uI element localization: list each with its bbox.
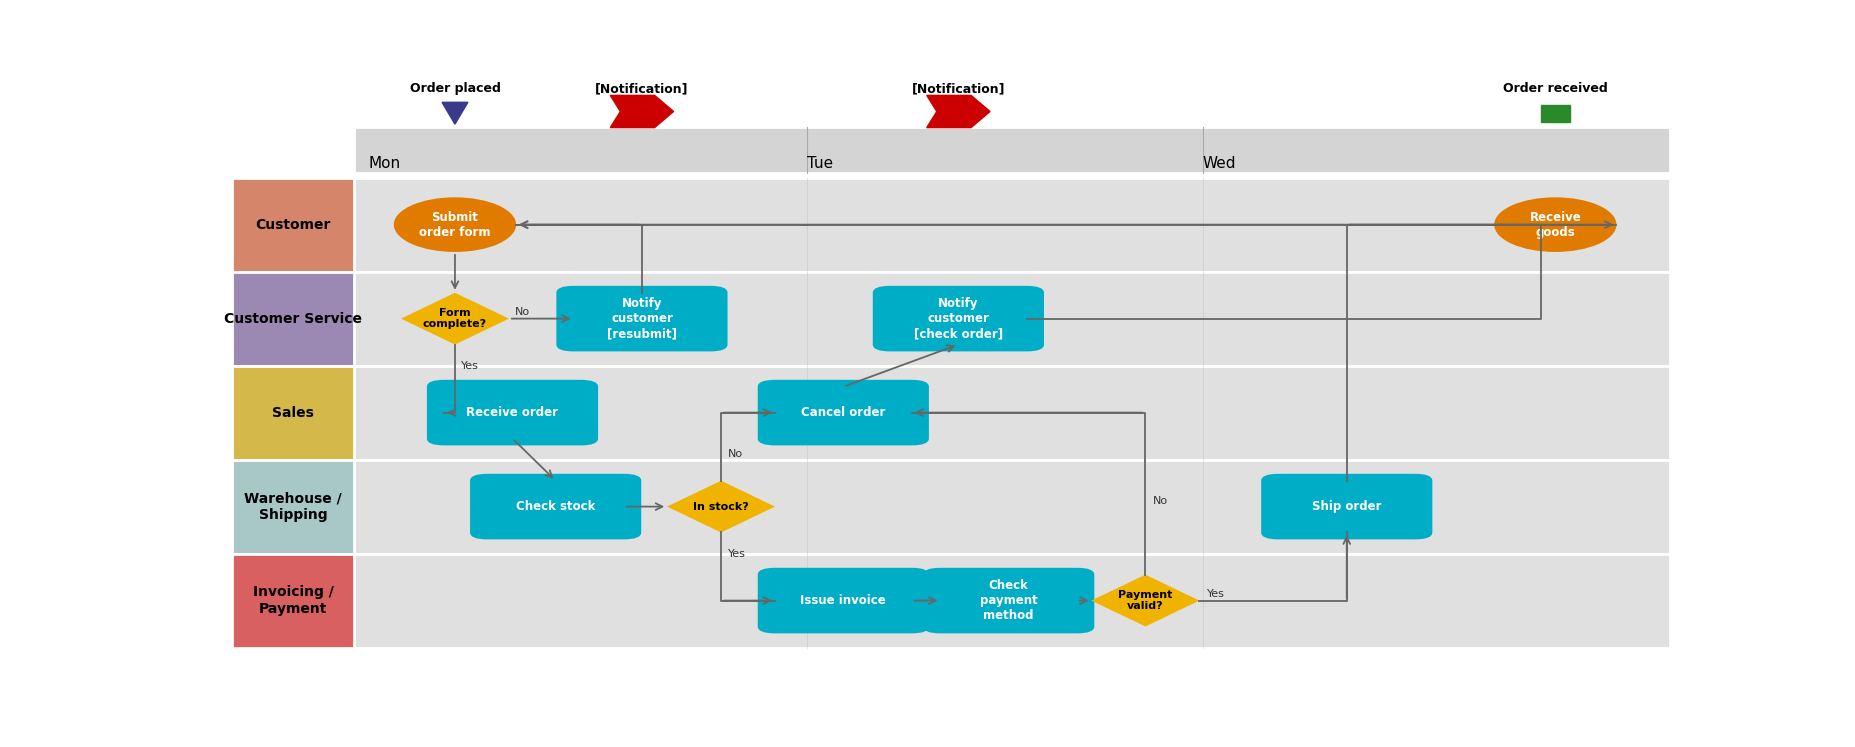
Text: [Notification]: [Notification] [595, 82, 688, 96]
Text: Issue invoice: Issue invoice [800, 594, 885, 607]
Text: Customer: Customer [256, 217, 330, 232]
Text: Yes: Yes [1206, 589, 1224, 598]
Polygon shape [610, 96, 673, 128]
Text: Check stock: Check stock [516, 500, 595, 513]
Text: Yes: Yes [727, 548, 746, 559]
Polygon shape [1091, 574, 1198, 627]
Ellipse shape [1493, 197, 1616, 252]
Text: Payment
valid?: Payment valid? [1117, 590, 1172, 611]
Polygon shape [926, 96, 989, 128]
FancyBboxPatch shape [757, 568, 928, 633]
FancyBboxPatch shape [232, 178, 354, 272]
FancyBboxPatch shape [354, 272, 1670, 365]
Text: Sales: Sales [273, 406, 313, 420]
Text: No: No [514, 307, 529, 317]
Text: Notify
customer
[resubmit]: Notify customer [resubmit] [607, 297, 677, 340]
Polygon shape [666, 481, 775, 533]
FancyBboxPatch shape [232, 554, 354, 648]
FancyBboxPatch shape [427, 379, 597, 445]
Text: Tue: Tue [807, 155, 833, 171]
Text: Form
complete?: Form complete? [423, 308, 486, 329]
Text: Receive order: Receive order [466, 406, 558, 419]
Text: Check
payment
method: Check payment method [979, 579, 1037, 622]
Text: No: No [727, 449, 744, 459]
FancyBboxPatch shape [556, 286, 727, 351]
Text: Ship order: Ship order [1311, 500, 1380, 513]
FancyBboxPatch shape [232, 365, 354, 459]
FancyBboxPatch shape [232, 459, 354, 554]
Text: Notify
customer
[check order]: Notify customer [check order] [913, 297, 1002, 340]
FancyBboxPatch shape [232, 272, 354, 365]
Text: Order received: Order received [1503, 82, 1606, 96]
Text: Yes: Yes [460, 361, 479, 371]
Text: Warehouse /
Shipping: Warehouse / Shipping [245, 492, 341, 521]
Text: [Notification]: [Notification] [911, 82, 1005, 96]
FancyBboxPatch shape [354, 127, 1670, 173]
FancyBboxPatch shape [757, 379, 928, 445]
Text: Invoicing /
Payment: Invoicing / Payment [252, 586, 334, 616]
FancyBboxPatch shape [354, 365, 1670, 459]
FancyBboxPatch shape [232, 90, 1670, 127]
Text: Cancel order: Cancel order [801, 406, 885, 419]
Text: Order placed: Order placed [410, 82, 501, 96]
Polygon shape [441, 102, 467, 124]
FancyBboxPatch shape [922, 568, 1094, 633]
FancyBboxPatch shape [1261, 474, 1432, 539]
Text: Mon: Mon [369, 155, 401, 171]
FancyBboxPatch shape [354, 554, 1670, 648]
FancyBboxPatch shape [354, 178, 1670, 272]
Text: Customer Service: Customer Service [224, 311, 362, 326]
Ellipse shape [393, 197, 516, 252]
FancyBboxPatch shape [354, 459, 1670, 554]
Text: Receive
goods: Receive goods [1529, 211, 1580, 238]
Text: In stock?: In stock? [692, 501, 749, 512]
Text: Submit
order form: Submit order form [419, 211, 490, 238]
Polygon shape [401, 293, 508, 344]
Text: Wed: Wed [1202, 155, 1235, 171]
FancyBboxPatch shape [872, 286, 1043, 351]
Text: No: No [1152, 496, 1167, 506]
FancyBboxPatch shape [469, 474, 640, 539]
FancyBboxPatch shape [1540, 105, 1569, 123]
